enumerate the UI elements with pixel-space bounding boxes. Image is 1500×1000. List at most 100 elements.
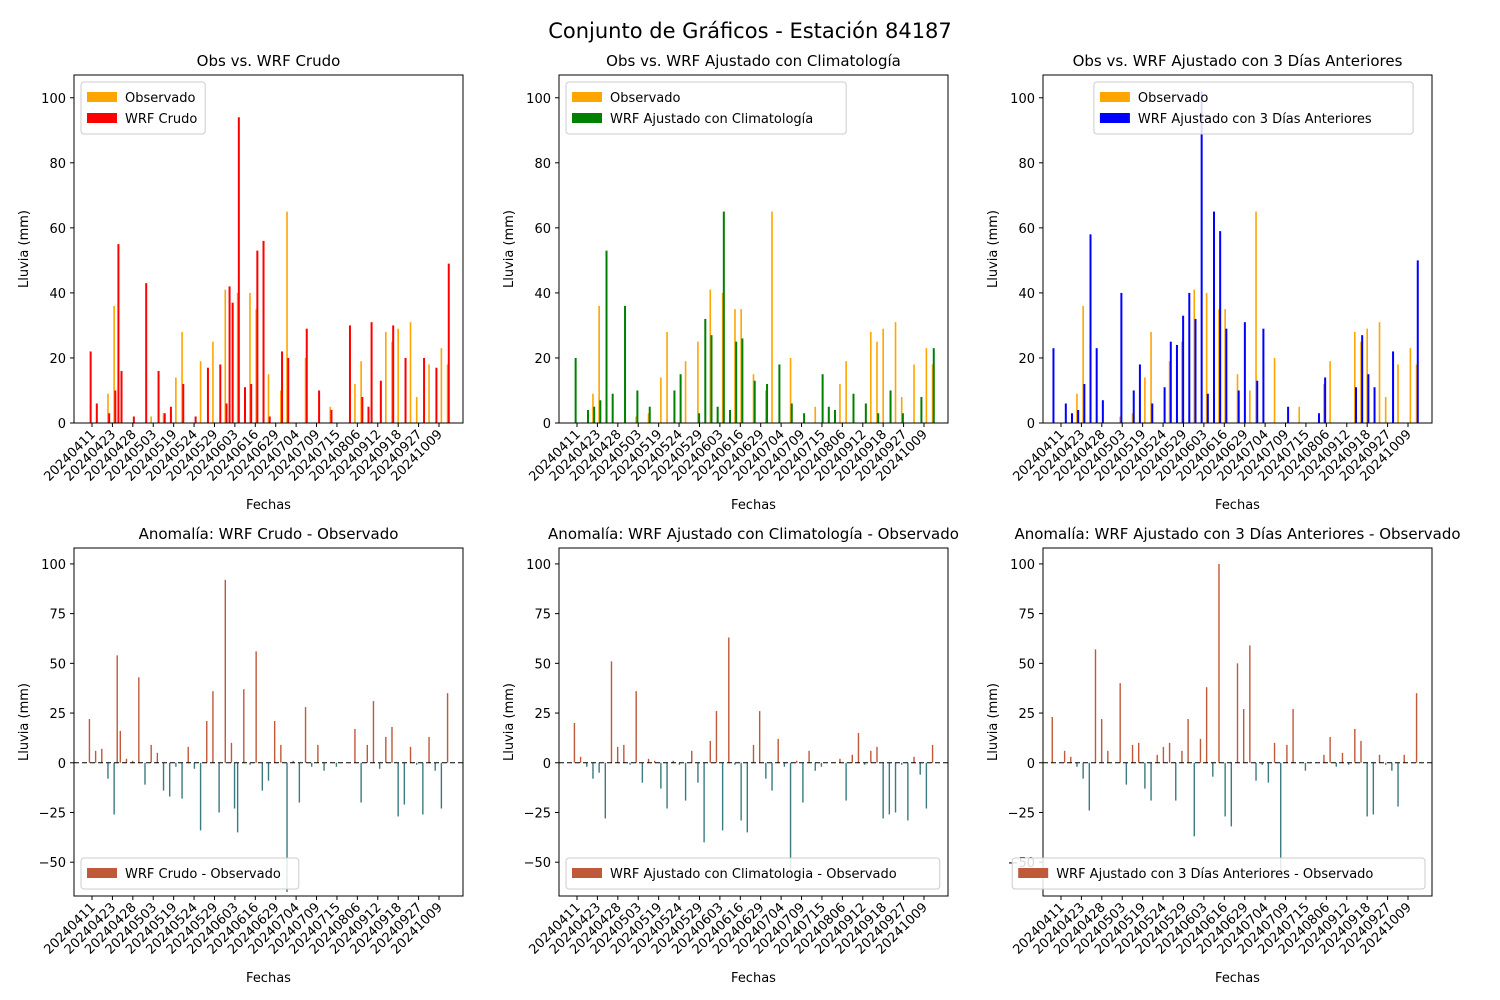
bar — [654, 760, 656, 763]
bar — [415, 396, 418, 423]
bar — [95, 403, 98, 423]
legend: Observado WRF Crudo — [80, 81, 206, 135]
x-axis-label: Fechas — [246, 498, 291, 513]
bar — [1206, 393, 1209, 423]
bar — [1070, 756, 1072, 763]
bar — [616, 746, 619, 763]
bar — [863, 762, 866, 765]
bar — [876, 746, 878, 763]
bar — [224, 579, 226, 763]
bar — [1168, 361, 1171, 423]
bar — [697, 762, 699, 783]
bar — [1095, 348, 1098, 423]
bar — [440, 348, 443, 423]
bar — [814, 762, 816, 771]
bar — [255, 651, 257, 763]
bar — [1205, 292, 1208, 423]
y-tick-label: 100 — [41, 92, 66, 107]
y-axis-label: Lluvia (mm) — [17, 210, 32, 288]
bar — [1193, 289, 1196, 423]
bar — [329, 406, 332, 423]
y-tick-label: 100 — [41, 558, 66, 573]
bar — [790, 403, 793, 423]
chart-0: Obs vs. WRF Crudo02040608010020240411202… — [17, 52, 464, 513]
bar — [428, 736, 430, 763]
bar — [1120, 292, 1123, 423]
bar — [236, 762, 239, 833]
legend-entry: Observado — [1138, 91, 1209, 106]
y-axis-label: Lluvia (mm) — [502, 210, 517, 288]
bar — [249, 762, 251, 765]
bar — [839, 758, 841, 763]
bar — [1224, 309, 1226, 423]
x-axis-label: Fechas — [1215, 498, 1260, 513]
bar — [1182, 315, 1185, 423]
y-tick-label: 25 — [534, 707, 551, 722]
bar — [287, 357, 290, 423]
y-tick-label: 0 — [1027, 417, 1035, 432]
series-0 — [88, 579, 449, 893]
bar — [1225, 328, 1228, 423]
bar — [157, 370, 160, 423]
bar — [648, 406, 651, 423]
bar — [1335, 762, 1337, 767]
bar — [206, 721, 208, 763]
bar — [1224, 762, 1226, 817]
y-tick-label: 80 — [534, 157, 551, 172]
bar — [592, 393, 594, 423]
bar — [422, 762, 424, 815]
bar — [647, 413, 650, 423]
legend-box — [80, 857, 300, 890]
bar — [114, 390, 117, 423]
y-tick-label: 20 — [1018, 352, 1035, 367]
bar — [1083, 383, 1086, 423]
bar — [391, 341, 393, 423]
bar — [1323, 754, 1325, 763]
bar — [777, 738, 779, 763]
bar — [1323, 383, 1325, 423]
bar — [435, 367, 438, 423]
bar — [1199, 738, 1202, 763]
bar — [1076, 762, 1078, 767]
bar — [1219, 231, 1222, 423]
bar — [1138, 742, 1140, 763]
bar — [771, 211, 773, 423]
bar — [1131, 413, 1134, 423]
bar — [237, 117, 240, 424]
bar — [1256, 380, 1259, 423]
bar — [145, 283, 148, 423]
y-tick-label: 25 — [49, 707, 66, 722]
bar — [397, 762, 399, 817]
bar — [913, 364, 915, 423]
bar — [734, 309, 736, 423]
y-tick-label: −50 — [39, 856, 66, 871]
bar — [765, 390, 767, 423]
bar — [88, 719, 91, 763]
bar — [304, 357, 307, 423]
bar — [734, 762, 736, 765]
bar — [1298, 406, 1301, 423]
bar — [852, 393, 855, 423]
bar — [592, 762, 594, 779]
bar — [348, 325, 351, 423]
bar — [1151, 403, 1154, 423]
y-tick-label: 100 — [1010, 558, 1035, 573]
bar — [1237, 390, 1240, 423]
bar — [1409, 348, 1412, 423]
bar — [932, 348, 935, 423]
bar — [789, 762, 792, 875]
bar — [808, 750, 810, 763]
legend-entry: WRF Ajustado con 3 Días Anteriores - Obs… — [1056, 867, 1373, 882]
bar — [821, 374, 824, 423]
bar — [267, 762, 270, 781]
bar — [360, 762, 362, 803]
bar — [1415, 364, 1418, 423]
y-tick-label: 100 — [1010, 92, 1035, 107]
y-tick-label: 50 — [49, 657, 66, 672]
bar — [1236, 663, 1239, 763]
bar — [206, 367, 209, 423]
bar — [1249, 645, 1251, 763]
bar — [803, 413, 806, 423]
bar — [1150, 331, 1152, 423]
bar — [1194, 318, 1197, 423]
